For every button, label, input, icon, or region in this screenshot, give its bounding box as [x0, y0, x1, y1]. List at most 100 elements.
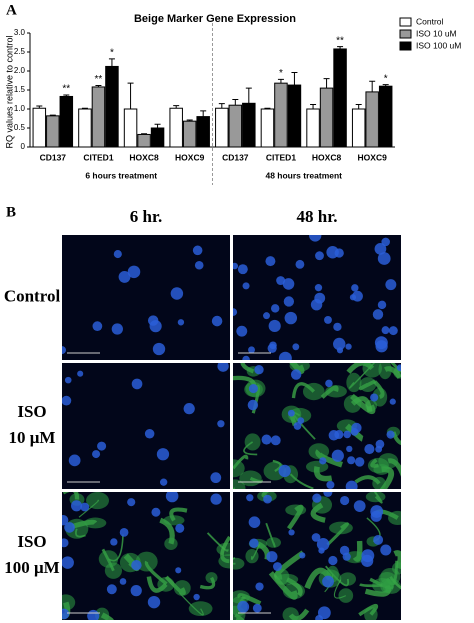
nucleus: [97, 441, 107, 451]
cell-body: [84, 517, 107, 529]
bar: [228, 104, 243, 148]
error-bar: [232, 99, 239, 106]
cell-body: [365, 492, 386, 503]
bar: [169, 107, 183, 148]
row-label: ISO: [17, 402, 46, 421]
error-bar: [36, 105, 43, 109]
bar: [196, 116, 210, 148]
nucleus: [316, 537, 330, 551]
cell-body: [233, 479, 246, 489]
cell-body: [391, 562, 401, 575]
micrograph-content: [233, 363, 401, 489]
nucleus: [283, 296, 295, 307]
bar: [274, 82, 288, 148]
nucleus: [248, 346, 255, 354]
panel-label: A: [6, 2, 17, 18]
nucleus: [377, 300, 387, 310]
nucleus: [156, 448, 170, 461]
nucleus: [177, 319, 185, 326]
nucleus: [389, 398, 396, 405]
cell-body: [372, 577, 393, 593]
nucleus: [353, 500, 366, 512]
nucleus: [334, 429, 344, 440]
x-tick-label: HOXC8: [129, 152, 159, 162]
nucleus: [62, 538, 69, 548]
cell-body: [233, 590, 251, 604]
cell-body: [188, 601, 213, 617]
nucleus: [323, 492, 333, 497]
nucleus: [331, 449, 344, 462]
significance-label: **: [95, 74, 103, 85]
x-tick-label: HOXC9: [358, 152, 388, 162]
nucleus: [373, 534, 384, 545]
nucleus: [347, 456, 356, 465]
cell-body: [346, 372, 362, 393]
bar: [306, 108, 320, 148]
error-bar: [355, 103, 362, 109]
nucleus: [309, 235, 322, 242]
nucleus: [217, 363, 229, 372]
nucleus: [183, 403, 195, 415]
nucleus: [273, 562, 282, 572]
nucleus: [170, 287, 184, 300]
micrograph: [62, 363, 230, 489]
legend-label: ISO 10 uM: [416, 28, 457, 38]
cell-body: [285, 504, 307, 516]
panel-label: B: [6, 204, 16, 220]
nucleus: [380, 544, 392, 556]
nucleus: [293, 422, 302, 430]
nucleus: [364, 444, 375, 455]
nucleus: [297, 417, 305, 424]
nucleus: [80, 502, 90, 512]
row-label: 100 μM: [4, 558, 59, 577]
nucleus: [381, 326, 390, 335]
micrograph-content: [62, 492, 230, 620]
nucleus: [292, 343, 300, 351]
chart-title: Beige Marker Gene Expression: [134, 13, 296, 25]
x-tick-label: CITED1: [83, 152, 114, 162]
nucleus: [278, 351, 292, 360]
nucleus: [385, 279, 397, 291]
cell-body: [245, 549, 259, 564]
nucleus: [68, 454, 81, 467]
nucleus: [106, 584, 117, 595]
significance-label: *: [384, 73, 388, 84]
bar: [242, 102, 256, 148]
nucleus: [328, 555, 338, 566]
y-tick-label: 2.0: [14, 66, 26, 75]
nucleus: [92, 450, 101, 459]
bar: [351, 108, 366, 148]
error-bar: [127, 82, 134, 109]
cell-body: [329, 521, 353, 535]
nucleus: [324, 315, 332, 324]
nucleus: [70, 500, 83, 512]
cell-body: [359, 377, 377, 393]
nucleus: [310, 298, 323, 311]
bar: [46, 115, 60, 148]
bar-chart: 0 0.5 1.0 1.5 2.0 2.5 3.0 6 hours treatment 48 h…: [14, 16, 461, 185]
bar: [78, 108, 92, 148]
cell-body: [275, 573, 299, 585]
nucleus: [62, 346, 67, 355]
nucleus: [319, 457, 327, 465]
error-bar: [264, 107, 271, 109]
row-label: ISO: [17, 532, 46, 551]
nucleus: [152, 342, 166, 356]
nucleus: [242, 282, 250, 290]
nucleus: [62, 608, 70, 620]
nucleus: [131, 559, 142, 571]
nucleus: [193, 593, 200, 601]
x-tick-label: CITED1: [266, 152, 297, 162]
cell-body: [86, 492, 109, 510]
significance-label: *: [110, 47, 114, 58]
nucleus: [118, 270, 131, 283]
y-tick-label: 2.5: [14, 47, 26, 56]
nucleus: [210, 472, 222, 484]
bar: [123, 108, 138, 148]
error-bar: [63, 94, 70, 97]
bar: [105, 65, 119, 148]
bar: [32, 107, 47, 148]
nucleus: [144, 428, 155, 439]
nucleus: [284, 311, 298, 325]
cell-body: [244, 433, 261, 451]
